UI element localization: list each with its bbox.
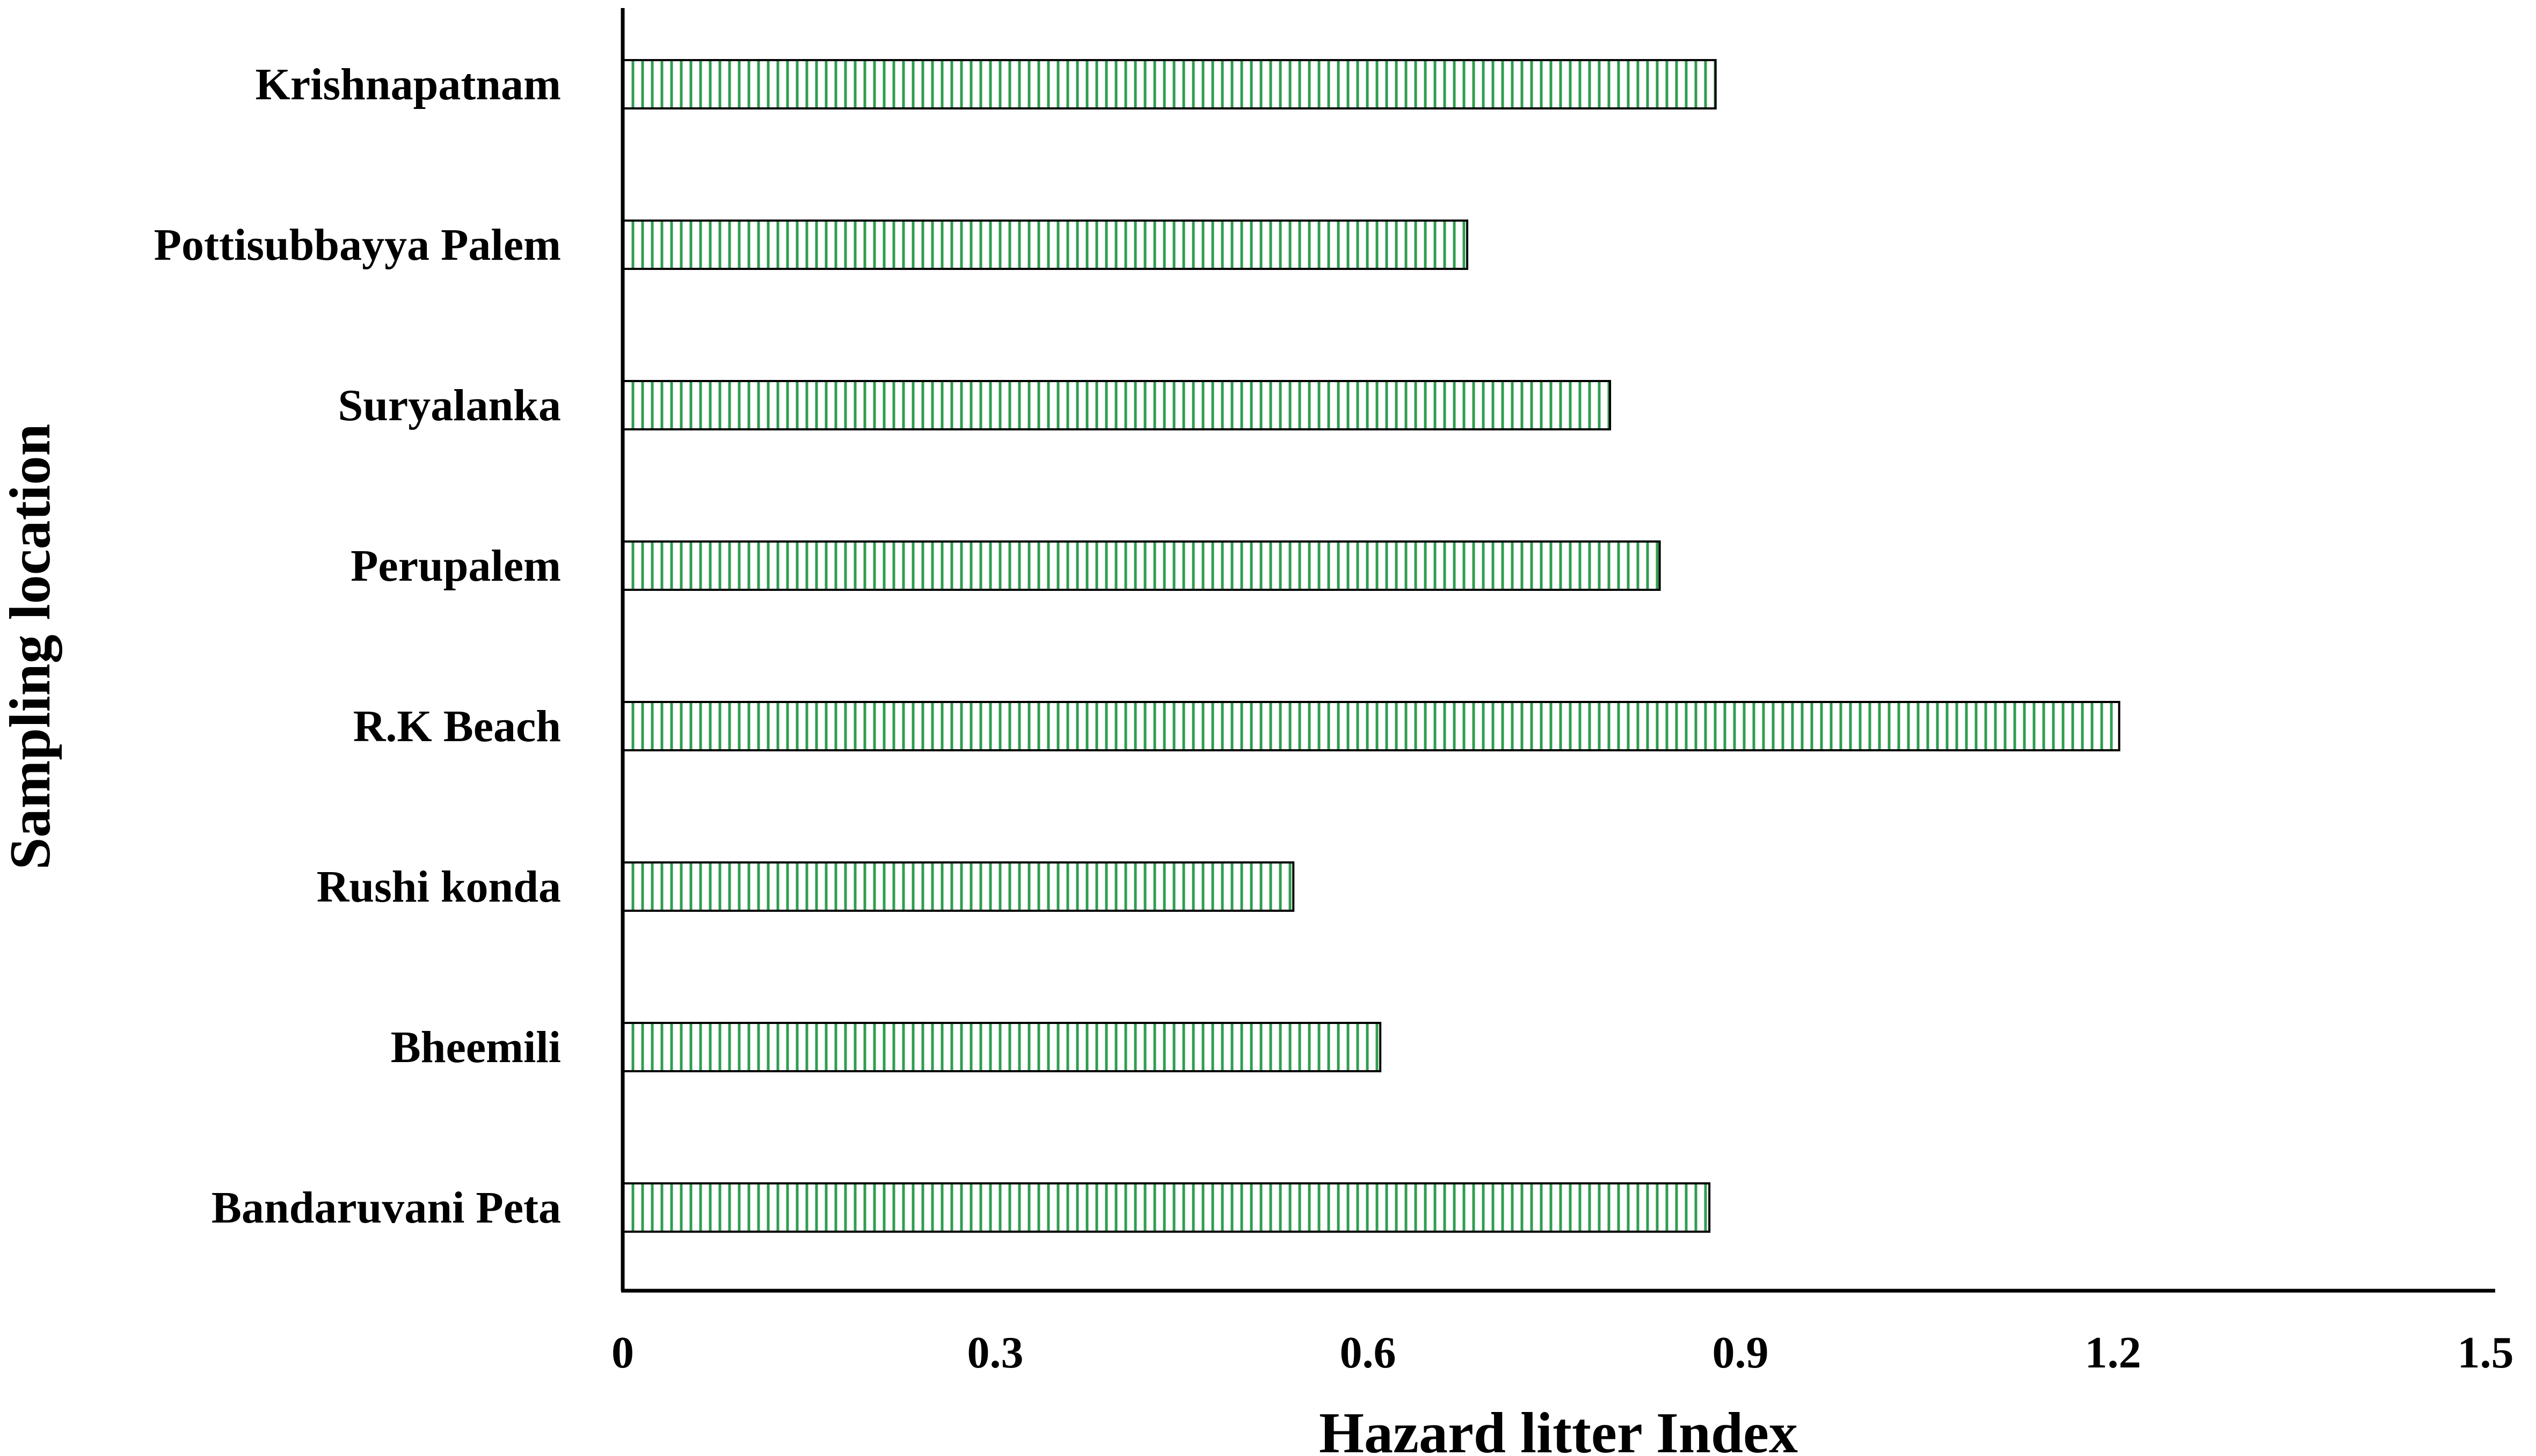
- x-tick-label: 0.3: [967, 1328, 1024, 1378]
- bar: [622, 59, 1717, 109]
- x-tick-label: 0: [611, 1328, 634, 1378]
- bar: [622, 220, 1469, 270]
- category-label: Pottisubbayya Palem: [154, 220, 561, 270]
- category-label: Perupalem: [351, 541, 561, 591]
- x-tick-label: 1.2: [2085, 1328, 2141, 1378]
- category-label: Rushi konda: [317, 862, 561, 912]
- category-labels: Krishnapatnam Pottisubbayya Palem Suryalan…: [154, 60, 561, 1233]
- category-label: Krishnapatnam: [256, 60, 561, 109]
- x-axis-title: Hazard litter Index: [1319, 1401, 1798, 1456]
- bar: [622, 540, 1661, 591]
- bar: [622, 861, 1295, 912]
- category-label: Bandaruvani Peta: [212, 1183, 561, 1233]
- x-tick-label: 0.9: [1712, 1328, 1769, 1378]
- category-label: R.K Beach: [353, 701, 561, 751]
- category-label: Bheemili: [391, 1022, 561, 1072]
- bar: [622, 701, 2120, 751]
- bar: [622, 1022, 1382, 1072]
- x-tick-labels: 0 0.3 0.6 0.9 1.2 1.5: [611, 1328, 2514, 1378]
- bar: [622, 380, 1612, 430]
- category-label: Suryalanka: [338, 381, 562, 430]
- x-tick-label: 0.6: [1340, 1328, 1396, 1378]
- bar-series: [622, 59, 2120, 1233]
- bar: [622, 1182, 1711, 1233]
- x-tick-label: 1.5: [2458, 1328, 2514, 1378]
- y-axis-title: Sampling location: [0, 423, 62, 869]
